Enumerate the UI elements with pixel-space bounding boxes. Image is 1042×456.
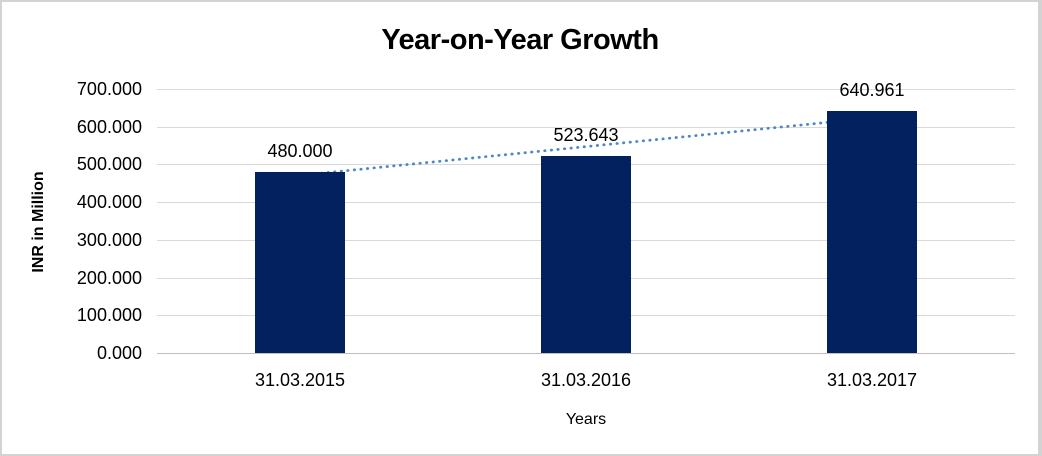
y-tick-label: 0.000 — [96, 343, 142, 363]
data-label-31.03.2015: 480.000 — [267, 140, 333, 161]
x-tick-label: 31.03.2016 — [540, 370, 632, 390]
data-label-31.03.2017: 640.961 — [839, 80, 905, 101]
data-label-31.03.2016: 523.643 — [553, 124, 619, 145]
y-tick-label: 300.000 — [76, 229, 142, 250]
bar-31.03.2016 — [541, 155, 631, 353]
gridline — [157, 126, 1015, 128]
gridline — [157, 89, 1015, 90]
y-tick-label: 600.000 — [76, 116, 142, 137]
trendline — [280, 116, 874, 179]
y-tick-label: 200.000 — [76, 267, 142, 288]
y-tick-label: 400.000 — [76, 192, 142, 213]
plot-area: 480.000 523.643 640.961 — [157, 80, 1015, 354]
y-tick-label: 500.000 — [76, 154, 142, 175]
chart-title: Year-on-Year Growth — [381, 24, 659, 56]
trendline-layer — [280, 116, 874, 179]
bar-31.03.2015 — [255, 171, 345, 353]
y-tick-label: 100.000 — [76, 305, 142, 326]
x-axis-title: Years — [565, 411, 607, 428]
x-tick-label: 31.03.2015 — [254, 370, 346, 390]
y-tick-label: 700.000 — [76, 79, 142, 99]
gridline — [157, 353, 1015, 354]
x-tick-label: 31.03.2017 — [826, 370, 918, 390]
bar-31.03.2017 — [827, 111, 917, 353]
